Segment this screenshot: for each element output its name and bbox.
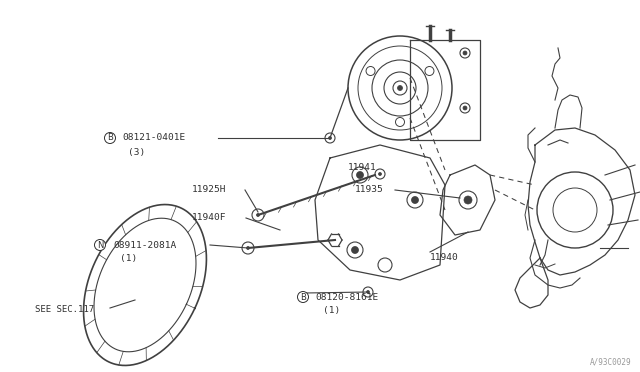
Circle shape — [351, 247, 358, 253]
Circle shape — [356, 171, 364, 179]
Circle shape — [378, 173, 381, 176]
Circle shape — [396, 118, 404, 126]
Circle shape — [460, 103, 470, 113]
Text: 11935: 11935 — [355, 186, 384, 195]
Circle shape — [459, 191, 477, 209]
Circle shape — [325, 133, 335, 143]
Circle shape — [378, 258, 392, 272]
Circle shape — [242, 242, 254, 254]
Circle shape — [460, 48, 470, 58]
Text: (1): (1) — [323, 307, 340, 315]
Circle shape — [363, 287, 373, 297]
Circle shape — [257, 214, 259, 217]
Text: 11925H: 11925H — [192, 186, 227, 195]
Circle shape — [397, 86, 403, 90]
Text: (1): (1) — [120, 254, 137, 263]
Circle shape — [366, 67, 375, 76]
Circle shape — [367, 291, 369, 294]
Text: 08120-8161E: 08120-8161E — [315, 292, 378, 301]
Text: 08121-0401E: 08121-0401E — [122, 134, 185, 142]
Circle shape — [407, 192, 423, 208]
Text: 08911-2081A: 08911-2081A — [113, 241, 176, 250]
Text: SEE SEC.117: SEE SEC.117 — [35, 305, 94, 314]
Circle shape — [252, 209, 264, 221]
Circle shape — [412, 196, 419, 203]
Circle shape — [352, 167, 368, 183]
Circle shape — [246, 247, 250, 250]
Text: 11941: 11941 — [348, 164, 377, 173]
Text: B: B — [300, 292, 306, 301]
Text: N: N — [97, 241, 103, 250]
Circle shape — [347, 242, 363, 258]
Circle shape — [425, 67, 434, 76]
Text: B: B — [107, 134, 113, 142]
Text: 11940F: 11940F — [192, 214, 227, 222]
Text: A/93C0029: A/93C0029 — [590, 357, 632, 366]
Circle shape — [328, 137, 332, 140]
Circle shape — [464, 196, 472, 204]
Circle shape — [463, 106, 467, 110]
Circle shape — [463, 51, 467, 55]
Text: (3): (3) — [128, 148, 145, 157]
Circle shape — [375, 169, 385, 179]
Text: 11940: 11940 — [430, 253, 459, 263]
